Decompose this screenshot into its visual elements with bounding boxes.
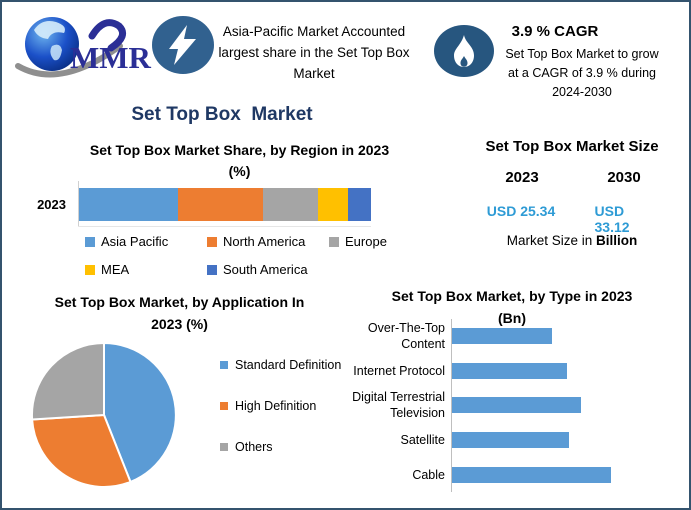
type-chart-title-line1: Set Top Box Market, by Type in 2023 [391,288,633,304]
region-legend-item-south-america: South America [207,262,329,277]
type-bar [452,397,582,414]
cagr-line: Set Top Box Market to grow [505,47,659,61]
region-legend-item-mea: MEA [85,262,207,277]
type-bar [452,362,567,379]
region-segment-mea [318,188,348,221]
type-bar-row-cable: Cable [332,457,684,492]
pie-legend-item-high-definition: High Definition [220,399,341,413]
type-bar-row-digital-terrestrial-television: Digital Terrestrial Television [332,388,684,423]
application-chart-title-line2: 2023 (%) [151,316,208,332]
type-bar-row-over-the-top-content: Over-The-Top Content [332,319,684,354]
application-pie-chart [30,342,177,488]
legend-label: High Definition [235,399,317,413]
region-legend-item-europe: Europe [329,234,420,249]
region-segment-south-america [347,188,371,221]
type-bar-row-internet-protocol: Internet Protocol [332,354,684,389]
pie-slice-others [30,342,105,421]
region-stacked-bar [79,188,371,221]
legend-marker-icon [85,236,95,247]
pie-slice-high-definition [31,414,132,488]
application-chart-title: Set Top Box Market, by Application In 20… [27,291,332,335]
market-size-caption-bold: Billion [596,233,638,248]
lightning-icon [152,16,214,79]
market-size-caption-normal: Market Size in [506,233,597,248]
mmr-logo: MMR [8,6,153,96]
market-size-title: Set Top Box Market Size [485,138,659,155]
cagr-line: 2024-2030 [552,85,612,99]
region-legend-item-asia-pacific: Asia Pacific [85,234,207,249]
legend-marker-icon [329,236,339,247]
application-pie-legend: Standard Definition High Definition Others [220,358,341,481]
legend-label: Asia Pacific [101,234,169,249]
highlight-line: Asia-Pacific Market Accounted [222,24,406,39]
type-chart-title-line2: (Bn) [498,310,526,326]
market-size-caption: Market Size in Billion [457,233,687,248]
region-axis-label-2023: 2023 [37,197,66,212]
flame-icon [434,25,494,82]
logo-text: MMR [70,40,152,75]
region-legend: Asia Pacific North America Europe MEA South … [85,234,420,277]
market-size-value-2030: USD 33.12 [594,203,630,235]
region-baseline [78,226,371,227]
type-bar [452,466,611,483]
market-size-year-2030: 2030 [607,169,641,186]
region-segment-asia-pacific [79,188,179,221]
type-bar-chart: Over-The-Top Content Internet Protocol Dig… [332,319,684,492]
market-size-year-2023: 2023 [505,169,539,186]
type-y-axis-line [451,319,452,492]
legend-marker-icon [85,264,95,275]
legend-marker-icon [207,264,217,275]
type-bar [452,328,553,345]
region-segment-north-america [178,188,263,221]
highlight-line: Market [293,66,335,81]
page-title: Set Top Box Market [131,104,313,125]
region-legend-item-north-america: North America [207,234,329,249]
type-category-label: Internet Protocol [353,363,445,378]
cagr-line: at a CAGR of 3.9 % during [508,66,656,80]
region-y-axis-line [78,181,79,227]
legend-label: Others [235,440,273,454]
region-chart-title-line2: (%) [228,163,251,179]
cagr-text: Set Top Box Market to grow at a CAGR of … [491,45,673,102]
pie-legend-item-others: Others [220,440,341,454]
region-chart-title: Set Top Box Market Share, by Region in 2… [57,140,422,182]
legend-label: Standard Definition [235,358,342,372]
highlight-line: largest share in the Set Top Box [218,45,410,60]
legend-marker-icon [207,236,217,247]
legend-label: Europe [345,234,387,249]
type-category-label: Cable [412,467,445,482]
type-category-label: Satellite [400,433,445,448]
globe-icon: MMR [15,17,152,78]
legend-marker-icon [220,402,228,410]
region-chart-title-line1: Set Top Box Market Share, by Region in 2… [89,142,390,158]
legend-marker-icon [220,361,228,369]
type-bar-row-satellite: Satellite [332,423,684,458]
legend-marker-icon [220,443,228,451]
cagr-title: 3.9 % CAGR [511,23,599,40]
pie-legend-item-standard-definition: Standard Definition [220,358,341,372]
legend-label: South America [223,262,308,277]
highlight-text: Asia-Pacific Market Accounted largest sh… [213,21,415,84]
region-segment-europe [262,188,319,221]
legend-label: MEA [101,262,130,277]
type-chart-title: Set Top Box Market, by Type in 2023 (Bn) [347,285,677,329]
type-bar [452,432,570,449]
type-category-label: Over-The-Top Content [367,321,445,352]
application-chart-title-line1: Set Top Box Market, by Application In [54,294,305,310]
market-size-value-2023: USD 25.34 [486,203,556,219]
legend-label: North America [223,234,306,249]
pie-slice-standard-definition [103,342,177,483]
type-category-label: Digital Terrestrial Television [352,390,445,421]
